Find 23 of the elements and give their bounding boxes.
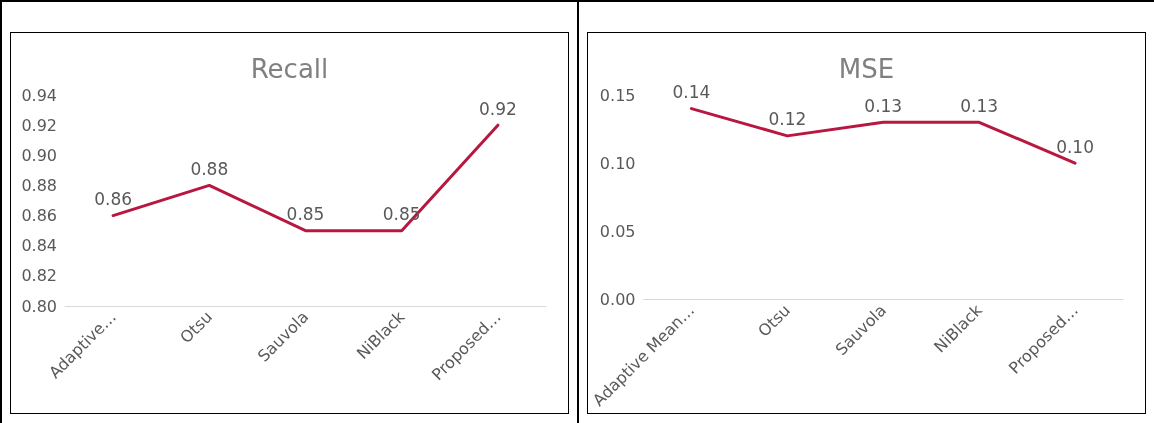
- y-tick-label: 0.94: [21, 85, 57, 105]
- data-label: 0.13: [864, 95, 903, 116]
- chart-title: MSE: [838, 54, 895, 84]
- y-tick-label: 0.10: [599, 153, 636, 173]
- y-tick-label: 0.90: [21, 145, 57, 165]
- data-label: 0.86: [94, 189, 133, 210]
- y-tick-label: 0.88: [21, 175, 57, 195]
- data-label: 0.85: [286, 204, 325, 225]
- y-tick-label: 0.82: [21, 266, 57, 286]
- data-label: 0.92: [478, 98, 517, 119]
- data-label: 0.88: [190, 158, 229, 179]
- y-tick-label: 0.80: [21, 296, 57, 316]
- y-tick-label: 0.92: [21, 115, 57, 135]
- y-tick-label: 0.00: [599, 289, 636, 309]
- y-tick-label: 0.05: [599, 221, 636, 241]
- y-tick-label: 0.86: [21, 206, 57, 226]
- chart-title: Recall: [250, 54, 329, 84]
- data-label: 0.13: [960, 95, 999, 116]
- y-tick-label: 0.15: [599, 85, 636, 105]
- data-label: 0.12: [768, 109, 807, 130]
- data-label: 0.14: [672, 82, 711, 103]
- data-label: 0.10: [1056, 136, 1094, 157]
- y-tick-label: 0.84: [21, 236, 57, 256]
